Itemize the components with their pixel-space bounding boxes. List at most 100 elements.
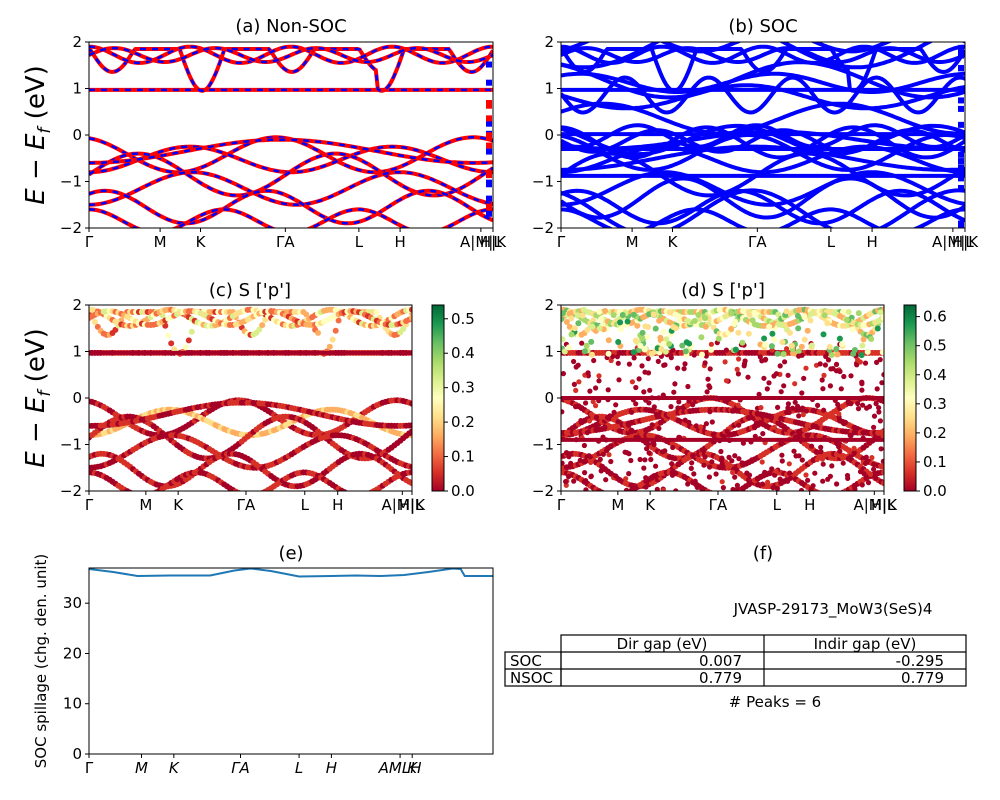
panel-d-point	[860, 402, 866, 408]
panel-a-edge-marker	[486, 61, 492, 68]
panel-d-point	[729, 408, 736, 414]
panel-a-edge-marker	[486, 181, 492, 188]
panel-c-point	[165, 332, 172, 339]
panel-b-edge-marker	[958, 87, 964, 94]
panel-b-socband-5	[561, 176, 965, 220]
panel-d-point	[699, 351, 705, 358]
panel-d-point	[622, 449, 628, 455]
ylabel-row1: E − Ef (eV)	[21, 65, 55, 205]
panel-d-point	[626, 471, 632, 477]
panel-d-point	[819, 492, 825, 498]
panel-d-point	[643, 484, 649, 490]
panel-a-ytick-label: −2	[60, 219, 82, 237]
panel-d-point	[699, 447, 705, 453]
panel-d-point	[770, 336, 777, 343]
panel-d-point	[834, 492, 840, 498]
panel-d-point	[623, 476, 629, 482]
panel-d-point	[792, 399, 798, 405]
panel-d-point	[752, 433, 758, 439]
panel-d-point	[574, 312, 581, 319]
panel-d-point	[701, 462, 707, 468]
panel-d-point	[685, 383, 691, 390]
panel-d-point	[858, 352, 865, 359]
panel-c-point	[256, 491, 262, 497]
panel-c-point	[362, 492, 368, 498]
panel-c-point	[112, 326, 119, 333]
panel-a-band-9-s0	[89, 44, 493, 65]
panel-d-point	[756, 391, 762, 397]
panel-d-point	[639, 363, 645, 369]
panel-a-xtick-label: H|K	[480, 233, 507, 251]
panel-d-ytick-label: −2	[532, 482, 554, 500]
panel-d-point	[669, 461, 675, 467]
panel-d-point	[568, 460, 574, 466]
panel-d-point	[610, 312, 617, 319]
panel-b-edge-marker	[958, 158, 964, 165]
panel-d-point	[729, 458, 735, 464]
panel-d-point	[792, 381, 798, 387]
panel-d-point	[859, 387, 865, 393]
panel-d-point	[881, 315, 884, 321]
panel-d-point	[834, 481, 840, 487]
panel-d-point	[749, 457, 755, 463]
panel-d-point	[655, 358, 661, 364]
panel-c-ytick-label: −2	[60, 482, 82, 500]
panel-d-point	[628, 457, 634, 464]
panel-d-point	[778, 389, 784, 395]
panel-d-point	[824, 320, 831, 327]
panel-d-point	[565, 399, 571, 405]
panel-d-point	[706, 474, 713, 480]
panel-d-point	[787, 470, 793, 476]
panel-d-point	[800, 412, 806, 418]
panel-b-edge-marker	[958, 52, 964, 59]
panel-b-band-6-s0	[561, 144, 965, 172]
panel-d-point	[852, 486, 858, 491]
panel-d-point	[581, 442, 588, 449]
panel-d-point	[693, 423, 699, 429]
panel-d-point	[571, 478, 577, 484]
panel-d-point	[777, 476, 783, 482]
panel-d-point	[774, 350, 781, 357]
panel-d-point	[829, 412, 835, 418]
panel-d-point	[692, 478, 698, 484]
panel-d-point	[838, 386, 844, 392]
panel-d-point	[820, 331, 827, 338]
panel-d-point	[580, 306, 587, 313]
panel-a-bands	[89, 44, 493, 228]
panel-a-xtick-label: L	[355, 233, 364, 251]
panel-d-xtick-label: Γ	[557, 496, 566, 514]
panel-d-point	[626, 361, 633, 367]
panel-e-ytick-label: 30	[63, 594, 82, 612]
panel-d-point	[795, 325, 802, 332]
panel-d-point	[646, 450, 652, 456]
panel-d-point	[690, 452, 696, 458]
panel-d-point	[791, 448, 797, 454]
panel-d-point	[613, 473, 619, 479]
panel-d-point	[702, 360, 708, 366]
panel-d-point	[593, 385, 599, 391]
panel-b-edge-marker	[958, 223, 964, 228]
panel-b-edge-marker	[958, 47, 964, 54]
panel-c-point	[168, 340, 175, 347]
table-footer: # Peaks = 6	[729, 693, 821, 711]
panel-d-point	[808, 342, 815, 349]
panel-d-point	[820, 478, 826, 484]
panel-d-point	[861, 471, 867, 477]
panel-d-point	[681, 366, 687, 372]
panel-d-point	[862, 460, 869, 466]
panel-d-point	[783, 308, 790, 315]
panel-d-point	[603, 477, 609, 483]
panel-d-point	[760, 421, 767, 427]
panel-d-point	[658, 346, 665, 352]
panel-d-frame	[560, 304, 885, 492]
panel-a-edge-marker	[486, 100, 492, 107]
panel-d-point	[839, 341, 845, 348]
panel-d-point	[615, 360, 621, 366]
panel-d-point	[586, 453, 592, 459]
panel-d-point	[673, 470, 679, 476]
panel-d-point	[705, 376, 711, 382]
panel-c-point	[185, 337, 192, 344]
panel-d-point	[593, 414, 600, 420]
panel-d-point	[649, 422, 655, 428]
panel-d-point	[871, 413, 878, 419]
